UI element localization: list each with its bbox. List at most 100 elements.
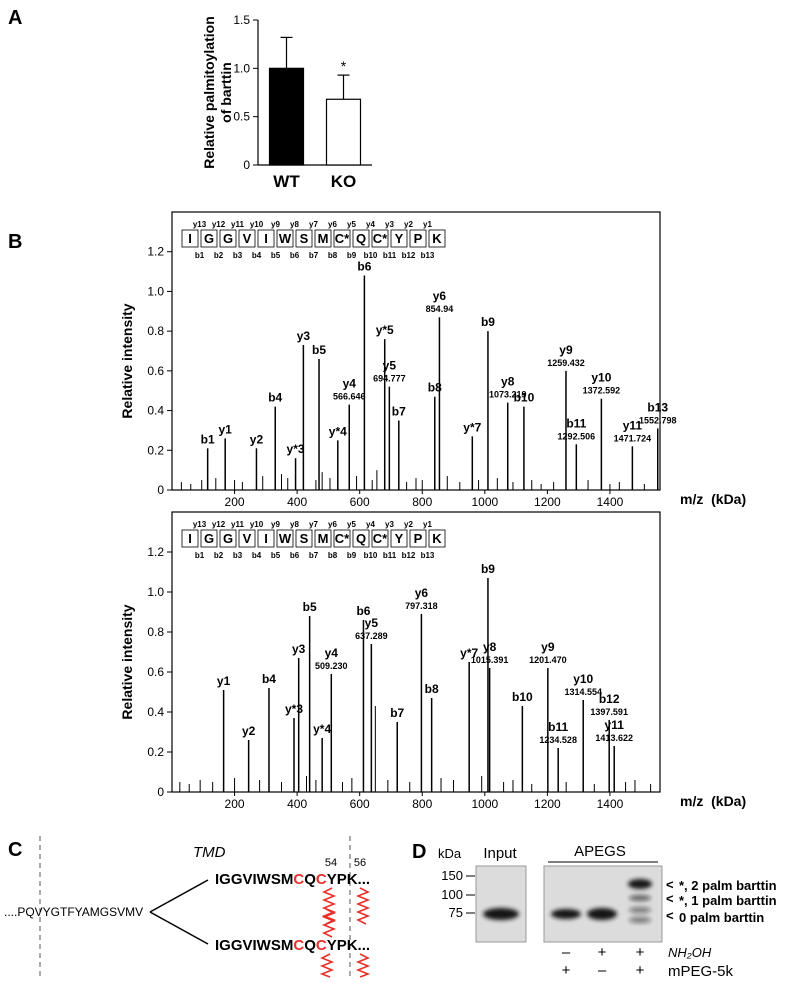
blot-panel-title: Input	[483, 845, 517, 862]
y-axis-label: Relative palmitoylationof barttin	[201, 16, 234, 168]
seq: YPK...	[327, 871, 370, 888]
residue: C*	[373, 531, 388, 546]
y-tick-label: 1.0	[147, 284, 164, 298]
residue-box	[276, 229, 294, 248]
seq: IGGVIWSM	[215, 937, 293, 954]
arrow: <	[666, 877, 674, 892]
residue: C*	[335, 531, 350, 546]
x-tick-label: 400	[287, 495, 307, 509]
ion-label: y10	[573, 672, 593, 686]
panel-label: B	[8, 231, 22, 253]
y-ion-site: y8	[290, 220, 299, 229]
y-ion-site: y13	[193, 520, 207, 529]
b-ion-site: b13	[421, 251, 435, 260]
cys: C	[293, 937, 304, 954]
residue-box	[276, 529, 294, 548]
y-tick-label: 1.0	[147, 585, 164, 599]
residue: I	[264, 231, 268, 246]
mz-label: 1397.591	[590, 707, 628, 717]
marker: 75	[449, 905, 463, 920]
panel-label: C	[8, 839, 22, 861]
branch	[149, 879, 209, 913]
ion-label: y10	[591, 371, 611, 385]
error-bar	[280, 36, 293, 69]
residue: Q	[356, 531, 366, 546]
band	[551, 909, 581, 919]
mz-label: 1292.506	[558, 431, 596, 441]
upstream-sequence: ....PQVYGTFYAMGSVMV	[4, 905, 143, 919]
residue-box	[314, 229, 332, 248]
y-tick-label: 0	[157, 483, 164, 497]
y-ion-site: y4	[366, 220, 375, 229]
y-ion-site: y8	[290, 520, 299, 529]
cys: C	[293, 871, 304, 888]
seq: YPK...	[327, 937, 370, 954]
b-ion-site: b13	[421, 551, 435, 560]
ion-label: b8	[425, 682, 439, 696]
x-tick-label: 200	[225, 797, 245, 811]
ion-label: b6	[357, 260, 371, 274]
residue-box	[181, 529, 199, 548]
mz-label: 1259.432	[547, 358, 585, 368]
residue-box	[371, 529, 389, 548]
b-ion-site: b9	[347, 251, 357, 260]
band	[587, 908, 617, 920]
b-ion-site: b11	[383, 251, 397, 260]
residue-box	[238, 529, 256, 548]
y-ion-site: y2	[404, 520, 413, 529]
error-bar	[337, 74, 350, 100]
residue: G	[223, 231, 233, 246]
mz-label: 1372.592	[583, 386, 621, 396]
b-ion-site: b5	[271, 551, 281, 560]
ion-label: b13	[647, 400, 668, 414]
band-label: 0 palm barttin	[679, 910, 764, 925]
b-ion-site: b10	[364, 551, 378, 560]
y-ion-site: y5	[347, 220, 356, 229]
ion-label: b9	[481, 562, 495, 576]
residue-box	[219, 529, 237, 548]
b-ion-site: b2	[214, 551, 224, 560]
ion-label: y5	[365, 616, 379, 630]
residue: G	[204, 231, 214, 246]
b-ion-site: b10	[364, 251, 378, 260]
residue: G	[204, 531, 214, 546]
ion-label: y11	[623, 418, 643, 432]
b-ion-site: b4	[252, 251, 262, 260]
branch	[149, 911, 209, 945]
b-ion-site: b11	[383, 551, 397, 560]
y-tick-label: 0.6	[147, 665, 164, 679]
residue-box	[390, 529, 408, 548]
residue: P	[414, 531, 423, 546]
x-tick-label: WT	[273, 172, 300, 191]
b-ion-site: b8	[328, 251, 338, 260]
mz-label: 1201.470	[529, 655, 567, 665]
marker: 150	[441, 868, 463, 883]
mz-label: 1413.622	[595, 733, 633, 743]
ion-label: b7	[390, 706, 404, 720]
residue-box	[371, 229, 389, 248]
region-label: TMD	[193, 844, 226, 861]
residue: P	[414, 231, 423, 246]
x-tick-label: 1400	[597, 797, 624, 811]
ion-label: y6	[415, 586, 429, 600]
residue: W	[279, 231, 292, 246]
x-tick-label: 600	[350, 797, 370, 811]
site-number: 54	[325, 857, 337, 869]
panel-label: D	[412, 841, 426, 863]
y-ion-site: y11	[231, 520, 244, 529]
b-ion-site: b8	[328, 551, 338, 560]
plot-frame	[171, 511, 661, 793]
unit: kDa	[438, 846, 462, 861]
residue: W	[279, 531, 292, 546]
mz-label: 797.318	[405, 601, 438, 611]
residue: V	[243, 531, 252, 546]
y-tick-label: 0.8	[147, 625, 164, 639]
y-tick-label: 0	[243, 158, 250, 172]
residue: S	[300, 531, 309, 546]
residue: C*	[335, 231, 350, 246]
residue-box	[200, 229, 218, 248]
ion-label: y*5	[376, 323, 394, 337]
b-ion-site: b7	[309, 551, 319, 560]
residue: C*	[373, 231, 388, 246]
